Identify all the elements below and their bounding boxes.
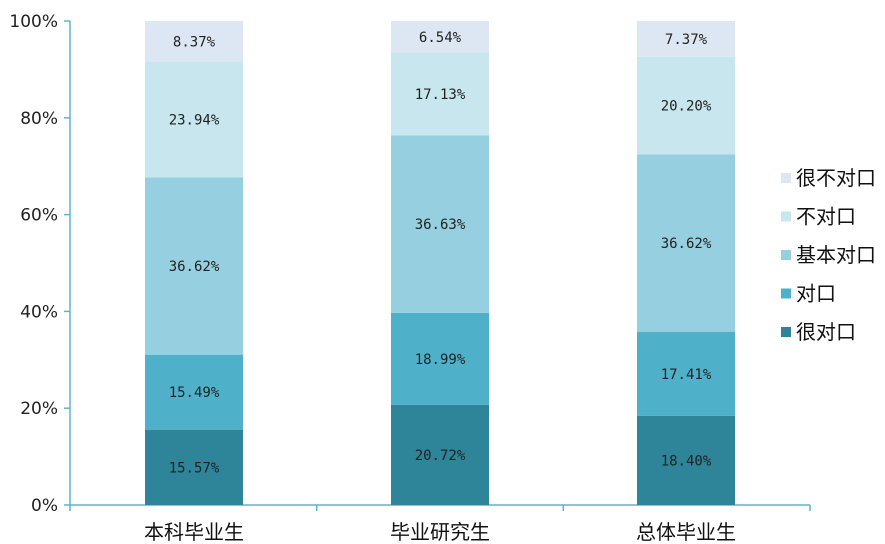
bar-segment	[391, 20, 489, 53]
bar-segment	[637, 56, 735, 155]
y-tick-label: 100%	[9, 12, 58, 32]
data-label: 36.62%	[169, 259, 220, 275]
data-label: 36.63%	[415, 217, 466, 233]
data-label: 7.37%	[665, 32, 708, 48]
data-label: 20.20%	[661, 99, 712, 115]
legend-label: 不对口	[796, 205, 856, 229]
bar-segment	[637, 154, 735, 332]
bar-segment	[145, 61, 243, 178]
x-category-label: 毕业研究生	[390, 520, 490, 544]
legend-swatch	[781, 327, 791, 337]
bar-segment	[637, 331, 735, 416]
data-label: 23.94%	[169, 112, 220, 128]
data-label: 15.57%	[169, 460, 220, 476]
legend-swatch	[781, 288, 791, 299]
bar-segment	[391, 404, 489, 505]
y-tick-label: 60%	[20, 206, 58, 226]
bar-segment	[145, 429, 243, 505]
x-category-label: 本科毕业生	[144, 520, 244, 544]
legend-label: 很对口	[796, 320, 856, 344]
legend-swatch	[781, 250, 791, 260]
legend-swatch	[781, 211, 791, 222]
data-label: 6.54%	[419, 30, 462, 46]
y-tick-label: 80%	[20, 109, 58, 129]
data-label: 8.37%	[173, 34, 216, 50]
data-label: 17.13%	[415, 87, 466, 103]
bar-segment	[145, 354, 243, 430]
bar-segment	[391, 135, 489, 313]
x-category-label: 总体毕业生	[636, 520, 736, 544]
data-label: 18.40%	[661, 453, 712, 469]
y-axis: 0% 20% 40% 60% 80% 100%	[9, 12, 71, 516]
y-tick-label: 40%	[20, 302, 58, 322]
legend-label: 基本对口	[796, 243, 876, 267]
data-label: 15.49%	[169, 385, 220, 401]
x-axis: 本科毕业生 毕业研究生 总体毕业生	[69, 504, 811, 544]
data-label: 18.99%	[415, 352, 466, 368]
legend-label: 对口	[796, 282, 836, 306]
bar-segment	[637, 21, 735, 57]
bar-segment	[391, 52, 489, 136]
bars: 15.57% 15.49% 36.62% 23.94% 8.37% 20.72% 18.99…	[145, 20, 735, 505]
data-label: 20.72%	[415, 448, 466, 464]
data-label: 36.62%	[661, 236, 712, 252]
bar-segment	[145, 177, 243, 355]
y-tick-label: 0%	[31, 496, 58, 516]
legend-swatch	[781, 173, 791, 183]
bar-segment	[391, 312, 489, 405]
bar-segment	[637, 415, 735, 505]
data-label: 17.41%	[661, 367, 712, 383]
y-tick-label: 20%	[20, 399, 58, 419]
bar-segment	[145, 21, 243, 62]
legend-label: 很不对口	[796, 166, 876, 190]
